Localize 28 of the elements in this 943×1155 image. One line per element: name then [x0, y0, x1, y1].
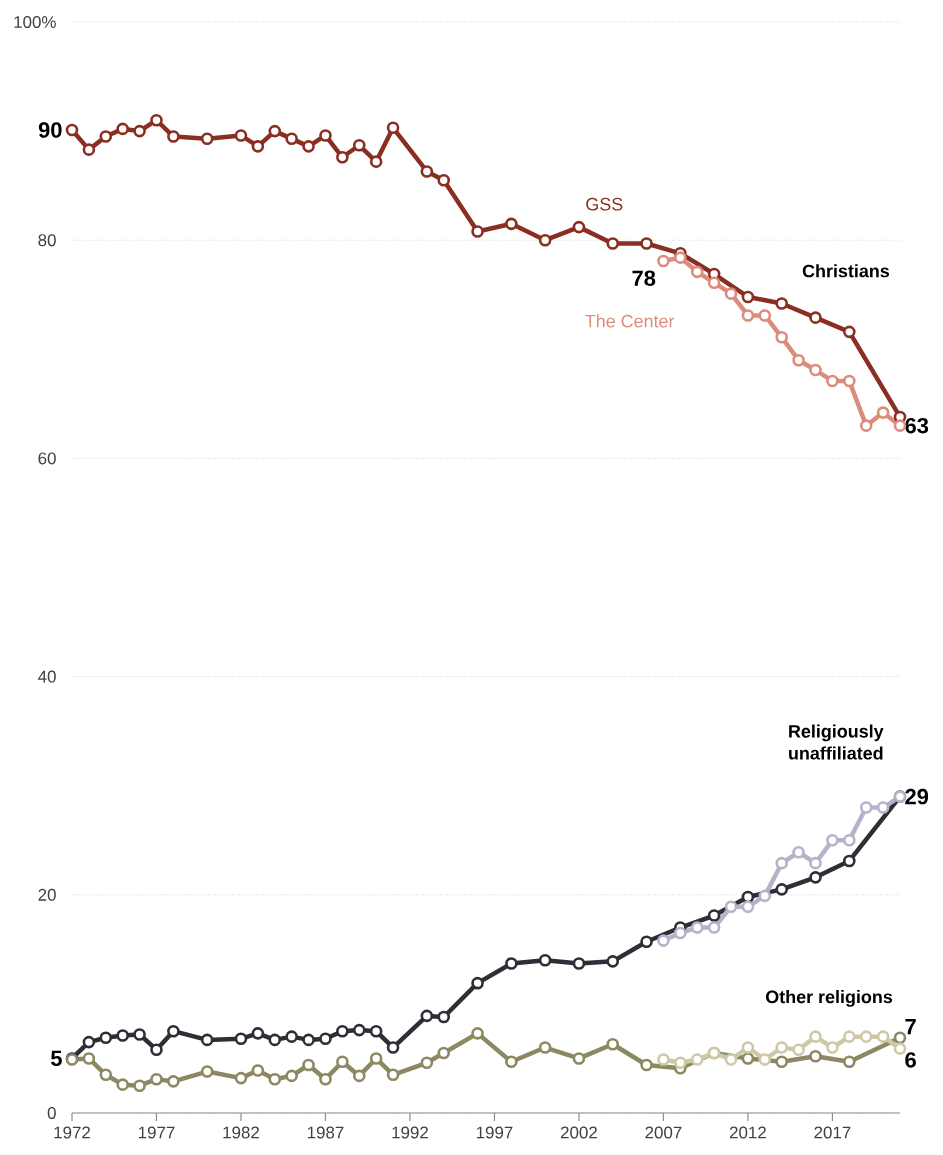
- x-tick-label: 1992: [392, 1126, 428, 1139]
- y-tick-label: 40: [38, 670, 56, 683]
- annotation: 90: [38, 122, 62, 138]
- x-tick-label: 1987: [307, 1126, 344, 1139]
- annotation: 5: [50, 1050, 62, 1067]
- annotation: Other religions: [766, 990, 893, 1007]
- annotation: 29: [905, 788, 929, 805]
- x-tick-label: 1997: [476, 1126, 513, 1139]
- x-tick-label: 2017: [814, 1126, 851, 1139]
- y-tick-label: 0: [47, 1107, 56, 1119]
- annotation: Christians: [802, 264, 890, 278]
- annotation: GSS: [586, 197, 623, 211]
- x-tick-label: 1982: [223, 1126, 259, 1139]
- x-tick-label: 2002: [560, 1126, 597, 1139]
- annotation: Religiously unaffiliated: [789, 724, 884, 760]
- annotation: The Center: [585, 314, 675, 328]
- y-tick-label: 20: [38, 888, 56, 901]
- annotation: 78: [632, 270, 656, 286]
- x-tick-label: 1972: [54, 1126, 90, 1139]
- x-tick-label: 2012: [729, 1126, 766, 1139]
- x-tick-label: 1977: [138, 1126, 175, 1139]
- y-tick-label: 100%: [14, 16, 56, 28]
- annotation: 7: [905, 1019, 916, 1035]
- x-tick-label: 2007: [645, 1126, 682, 1139]
- annotation: 63: [905, 417, 929, 434]
- y-tick-label: 80: [38, 234, 56, 247]
- y-tick-label: 60: [38, 452, 56, 465]
- annotation: 6: [905, 1052, 916, 1068]
